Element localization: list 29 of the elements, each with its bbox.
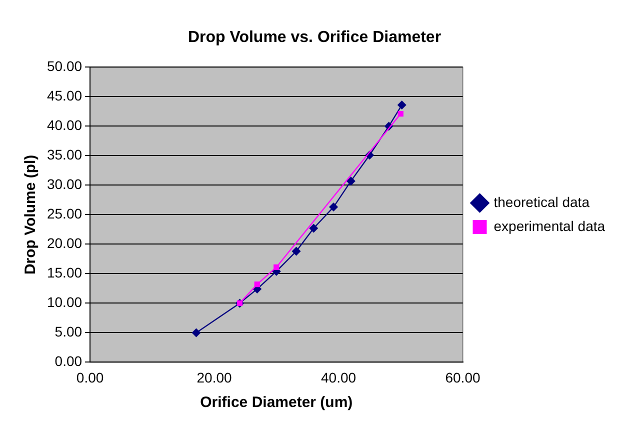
x-tick-label: 20.00 xyxy=(196,369,232,386)
y-tick-label: 20.00 xyxy=(46,235,82,252)
point xyxy=(254,281,260,288)
y-tick-label: 15.00 xyxy=(46,264,82,281)
point xyxy=(274,264,280,270)
legend-label: experimental data xyxy=(494,218,606,234)
x-axis-title: Orifice Diameter (um) xyxy=(200,394,353,412)
point xyxy=(329,202,338,212)
y-tick-label: 50.00 xyxy=(46,58,82,74)
y-tick-label: 25.00 xyxy=(46,206,82,222)
y-tick-label: 40.00 xyxy=(46,117,82,134)
x-tick-label: 0.00 xyxy=(76,369,104,386)
point xyxy=(397,100,406,110)
point xyxy=(346,176,356,186)
legend-label: theoretical data xyxy=(494,194,590,210)
x-tick-label: 40.00 xyxy=(320,369,356,386)
y-tick-label: 0.00 xyxy=(54,353,82,370)
point xyxy=(398,110,404,117)
y-tick-label: 30.00 xyxy=(46,176,82,192)
point xyxy=(309,224,318,233)
chart-title: Drop Volume vs. Orifice Diameter xyxy=(188,29,442,46)
y-axis-title: Drop Volume (pl) xyxy=(22,154,40,275)
point xyxy=(292,246,301,256)
x-tick-label: 60.00 xyxy=(445,369,480,386)
y-tick-label: 10.00 xyxy=(46,294,82,310)
y-tick-label: 45.00 xyxy=(46,88,82,104)
point xyxy=(192,328,201,338)
y-tick-label: 35.00 xyxy=(46,146,82,163)
y-tick-label: 5.00 xyxy=(54,324,82,340)
